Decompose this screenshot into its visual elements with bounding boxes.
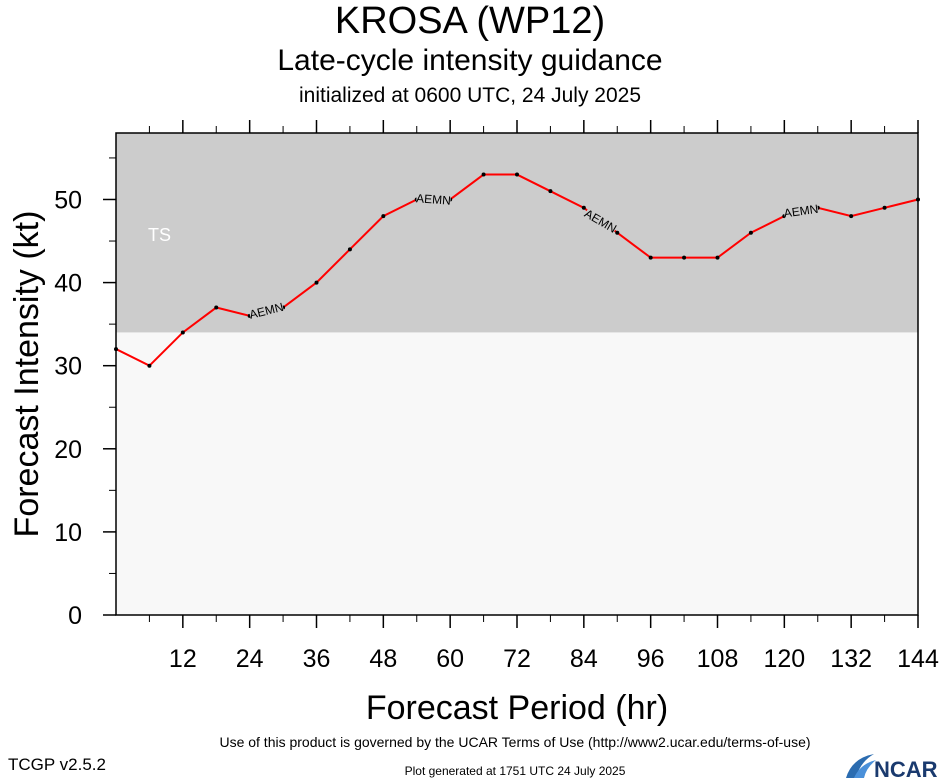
data-point bbox=[648, 255, 653, 260]
terms-of-use: Use of this product is governed by the U… bbox=[219, 734, 811, 750]
series-label-bg bbox=[783, 201, 819, 220]
band-1 bbox=[116, 332, 918, 615]
data-point bbox=[314, 280, 319, 285]
data-point bbox=[347, 247, 352, 252]
axis-ticks bbox=[103, 120, 919, 628]
x-tick-label: 72 bbox=[503, 645, 531, 673]
tick-labels: 12 24 36 48 60 72 84 96 108 120 132 144 0 10 20 30 40 50 bbox=[54, 186, 939, 673]
intensity-bands: TS bbox=[116, 133, 918, 615]
series-label: AEMN bbox=[416, 191, 452, 207]
y-tick-label: 30 bbox=[54, 353, 82, 381]
x-tick-label: 84 bbox=[570, 645, 598, 673]
data-point bbox=[214, 305, 219, 310]
ncar-logo-text: NCAR bbox=[874, 757, 938, 780]
series-label: AEMN bbox=[783, 202, 819, 221]
band-0 bbox=[116, 133, 918, 333]
x-tick-label: 144 bbox=[897, 645, 939, 673]
y-axis-title: Forecast Intensity (kt) bbox=[8, 211, 46, 538]
data-point bbox=[581, 205, 586, 210]
data-point bbox=[615, 230, 620, 235]
data-point bbox=[849, 214, 854, 219]
plot-frame bbox=[115, 132, 919, 616]
data-point bbox=[682, 255, 687, 260]
data-point bbox=[715, 255, 720, 260]
x-tick-label: 12 bbox=[169, 645, 197, 673]
y-tick-label: 50 bbox=[54, 186, 82, 214]
data-point bbox=[180, 330, 185, 335]
data-point bbox=[381, 214, 386, 219]
data-point bbox=[748, 230, 753, 235]
x-tick-label: 60 bbox=[436, 645, 464, 673]
ncar-logo: NCAR bbox=[846, 754, 938, 780]
x-tick-label: 132 bbox=[830, 645, 872, 673]
data-point bbox=[515, 172, 519, 177]
version-label: TCGP v2.5.2 bbox=[8, 755, 106, 774]
series-label-bg bbox=[582, 206, 619, 235]
x-tick-label: 36 bbox=[303, 645, 331, 673]
x-tick-label: 48 bbox=[369, 645, 397, 673]
x-tick-label: 108 bbox=[697, 645, 739, 673]
series-label-bg bbox=[248, 299, 285, 321]
y-tick-label: 20 bbox=[54, 436, 82, 464]
y-tick-label: 0 bbox=[68, 602, 82, 630]
x-tick-label: 96 bbox=[637, 645, 665, 673]
x-tick-label: 24 bbox=[236, 645, 264, 673]
band-label-ts: TS bbox=[148, 225, 171, 245]
chart-title: KROSA (WP12) bbox=[334, 0, 606, 42]
y-tick-label: 40 bbox=[54, 270, 82, 298]
generated-timestamp: Plot generated at 1751 UTC 24 July 2025 bbox=[404, 764, 626, 778]
init-time: initialized at 0600 UTC, 24 July 2025 bbox=[298, 84, 642, 107]
data-point bbox=[548, 189, 553, 194]
data-point bbox=[147, 363, 152, 368]
data-point bbox=[882, 205, 887, 210]
series-label-bg bbox=[416, 191, 451, 207]
y-tick-label: 10 bbox=[54, 519, 82, 547]
data-point bbox=[481, 172, 486, 177]
x-tick-label: 120 bbox=[763, 645, 805, 673]
chart-subtitle: Late-cycle intensity guidance bbox=[277, 44, 663, 77]
x-axis-title: Forecast Period (hr) bbox=[366, 689, 668, 727]
